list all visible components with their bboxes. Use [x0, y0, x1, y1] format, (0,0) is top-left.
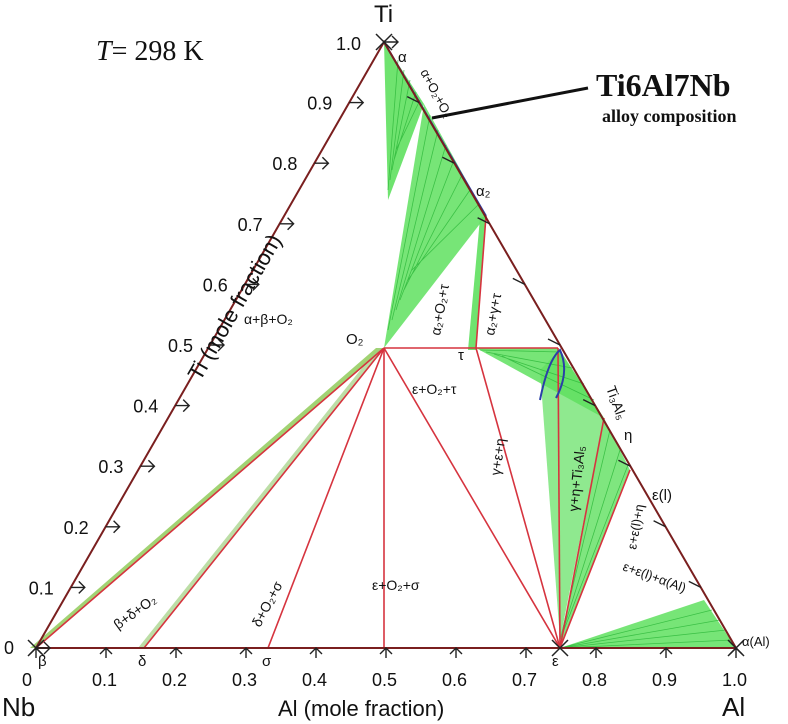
ti-tick	[140, 459, 156, 473]
eta-fan	[560, 418, 630, 648]
delta-sigma-band	[138, 348, 384, 648]
ti-tick-label: 0.2	[64, 518, 89, 538]
al-tick-label: 0.8	[582, 670, 607, 690]
ti-tick	[279, 217, 295, 231]
label-tau: τ	[458, 347, 464, 364]
right-edge-tick	[512, 277, 526, 286]
region-alpha2-O2-tau: α₂+O₂+τ	[427, 282, 452, 336]
right-edge-tick	[547, 338, 561, 346]
ti3al5-fan	[540, 350, 604, 640]
al-tick-label: 0.1	[92, 670, 117, 690]
ti-tick-label: 0.9	[307, 94, 332, 114]
ti-tick-label: 0.3	[98, 457, 123, 477]
ti-tick	[244, 277, 260, 291]
right-edge-tick	[582, 398, 596, 407]
label-sigma: σ	[262, 653, 272, 670]
element-ti: Ti	[374, 1, 393, 28]
region-eps-epsl-eta: ε+ε(l)+η	[624, 503, 647, 550]
al-tick	[589, 647, 603, 658]
element-nb: Nb	[2, 692, 35, 722]
right-edge-tick	[653, 520, 666, 528]
al-tick-label: 0	[22, 670, 32, 690]
two-phase-regions	[30, 42, 736, 648]
label-alpha: α	[398, 49, 407, 66]
ti-tick-label: 0.7	[238, 215, 263, 235]
ti-tick-label: 0.4	[133, 397, 158, 417]
al-tick-label: 0.7	[512, 670, 537, 690]
region-beta-delta-O2: β+δ+O₂	[110, 591, 159, 632]
alpha-O2-fan	[384, 104, 486, 348]
al-tick	[379, 647, 393, 658]
temperature-label: T= 298 K	[96, 36, 204, 67]
label-alpha2: α₂	[476, 183, 491, 200]
al-tick-label: 0.5	[372, 670, 397, 690]
right-edge-tick	[477, 217, 490, 225]
ti-tick-label: 0.8	[272, 154, 297, 174]
region-labels: α+β+O₂ α+O₂+O₂ α₂+O₂+τ α₂+γ+τ ε+O₂+τ γ+ε…	[110, 66, 688, 632]
ti-tick-label: 1.0	[336, 34, 361, 54]
ti-tick-label: 0.5	[168, 336, 193, 356]
al-tick	[169, 647, 183, 658]
ti-tick-labels: 0 0.1 0.2 0.3 0.4 0.5 0.6 0.7 0.8 0.9 1.0	[4, 34, 361, 658]
vertex-markers	[27, 33, 745, 657]
label-eta: η	[624, 427, 632, 444]
label-beta: β	[38, 653, 47, 670]
axis-ticks	[29, 35, 743, 658]
region-eps-epsl-alphaAl: ε+ε(l)+α(Al)	[621, 559, 688, 596]
tie-triangles	[35, 215, 631, 649]
region-eps-O2-tau: ε+O₂+τ	[412, 381, 457, 397]
al-tick-label: 1.0	[722, 670, 747, 690]
ti-tick-label: 0	[4, 638, 14, 658]
region-gamma-eps-eta: γ+ε+η	[487, 437, 508, 476]
al-tick-label: 0.4	[302, 670, 327, 690]
al-axis-title: Al (mole fraction)	[278, 696, 444, 721]
al-tick-label: 0.2	[162, 670, 187, 690]
ti-tick	[175, 399, 191, 413]
ti-tick-label: 0.6	[203, 275, 228, 295]
alpha2-band	[468, 216, 486, 350]
right-edge-tick	[442, 156, 455, 164]
ti-tick	[70, 580, 86, 594]
ti-tick	[384, 35, 399, 49]
al-tick-label: 0.9	[652, 670, 677, 690]
label-ti3al5: Ti₃Al₅	[603, 384, 630, 422]
al-tick	[99, 647, 113, 658]
al-tick	[309, 647, 323, 658]
alloy-callout-line	[431, 86, 589, 120]
region-gamma-eta-ti3al5: γ+η+Ti₃Al₅	[565, 445, 588, 512]
label-epsilon: ε	[552, 653, 559, 670]
label-delta: δ	[138, 653, 146, 670]
al-tick	[239, 647, 253, 658]
al-tick-labels: 0 0.1 0.2 0.3 0.4 0.5 0.6 0.7 0.8 0.9 1.0	[22, 670, 747, 690]
ti-tick-label: 0.1	[29, 578, 54, 598]
al-tick	[449, 647, 463, 658]
tie-line-hatching	[387, 59, 733, 649]
ti-tick	[36, 641, 51, 655]
right-edge-tick	[618, 459, 631, 467]
al-tick-label: 0.6	[442, 670, 467, 690]
label-O2: O₂	[346, 331, 364, 348]
element-al: Al	[722, 692, 745, 722]
ti-tick	[314, 156, 330, 170]
label-eps-l: ε(l)	[652, 487, 672, 504]
label-alpha-al: α(Al)	[742, 634, 770, 649]
beta-delta-band	[30, 348, 384, 648]
ti-tick	[210, 338, 225, 352]
ti-tick	[105, 520, 121, 534]
region-eps-O2-sigma: ε+O₂+σ	[372, 577, 420, 593]
ti-axis-title: Ti (mole fraction)	[183, 230, 287, 385]
region-alpha2-gamma-tau: α₂+γ+τ	[481, 292, 504, 337]
al-tick-label: 0.3	[232, 670, 257, 690]
alloy-name: Ti6Al7Nb	[596, 67, 731, 103]
alloy-caption: alloy composition	[602, 106, 737, 126]
al-tick	[659, 647, 673, 658]
alphaAl-fan	[560, 600, 736, 648]
right-edge-tick	[406, 95, 420, 104]
right-edge-tick	[688, 580, 702, 589]
al-tick	[519, 647, 533, 658]
region-alpha-beta-O2: α+β+O₂	[244, 311, 293, 327]
ti-tick	[349, 96, 365, 110]
region-delta-O2-sigma: δ+O₂+σ	[249, 578, 286, 629]
